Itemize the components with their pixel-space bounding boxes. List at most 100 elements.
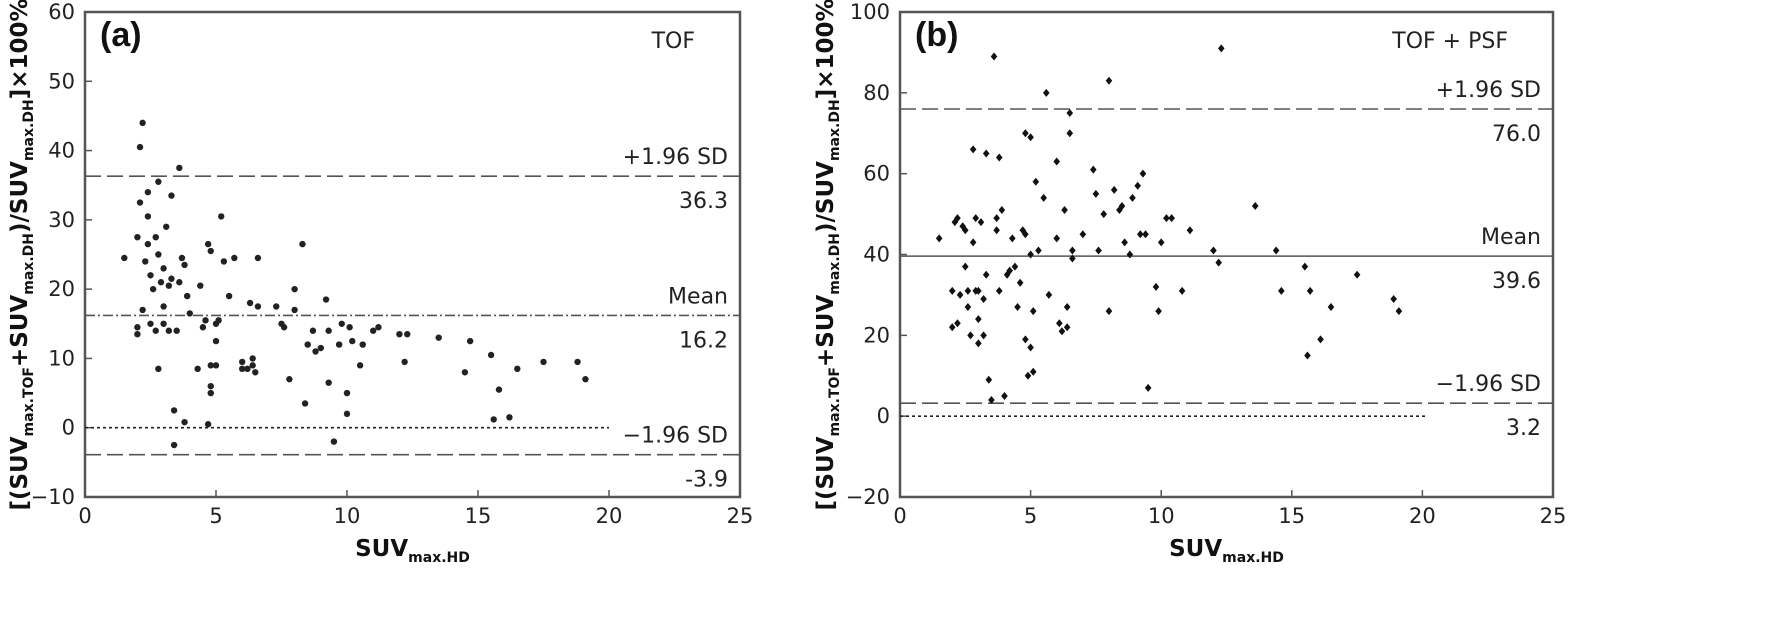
x-tick-label: 25	[727, 504, 754, 528]
data-point	[1217, 44, 1225, 53]
data-point	[254, 254, 262, 262]
data-point	[995, 153, 1003, 162]
reference-line-label: −1.96 SD	[1436, 372, 1541, 397]
data-point	[155, 178, 162, 185]
y-tick-label: 20	[863, 323, 890, 347]
data-point	[291, 285, 298, 293]
data-point	[466, 337, 474, 345]
data-point	[1027, 343, 1034, 352]
data-point	[322, 296, 330, 303]
data-point	[1053, 157, 1061, 166]
data-point	[1027, 250, 1034, 259]
x-axis-title: SUVmax.HD	[1169, 536, 1284, 566]
data-point	[962, 262, 969, 271]
data-point	[165, 282, 173, 289]
data-point	[212, 337, 220, 345]
data-point	[136, 199, 144, 206]
data-point	[1063, 303, 1071, 312]
data-point	[1069, 254, 1076, 263]
data-point	[1215, 258, 1222, 267]
reference-line-value: 39.6	[1492, 269, 1541, 294]
data-point	[152, 233, 159, 241]
data-point	[186, 310, 193, 317]
data-point	[202, 317, 209, 324]
data-point	[967, 331, 974, 340]
data-point	[181, 418, 188, 426]
reference-line-label: +1.96 SD	[1436, 78, 1541, 103]
data-point	[1105, 307, 1113, 316]
data-point	[1155, 307, 1162, 316]
data-point	[1079, 230, 1087, 239]
data-point	[1142, 230, 1149, 239]
y-tick-label: 80	[863, 81, 890, 105]
y-tick-label: 10	[48, 346, 75, 370]
data-point	[1063, 323, 1071, 332]
data-point	[168, 192, 175, 199]
data-point	[574, 358, 581, 366]
data-point	[1168, 214, 1175, 223]
data-point	[948, 286, 956, 295]
data-point	[212, 362, 220, 369]
x-tick-label: 25	[1540, 504, 1567, 528]
data-point	[231, 254, 238, 262]
y-tick-label: −10	[31, 485, 75, 509]
data-point	[249, 355, 256, 362]
data-point	[220, 258, 228, 265]
reference-line-label: −1.96 SD	[623, 424, 728, 449]
x-tick-label: 0	[78, 504, 91, 528]
data-point	[1058, 327, 1066, 336]
data-point	[1032, 177, 1040, 186]
y-axis-title-part: +SUV	[813, 295, 839, 368]
data-point	[246, 299, 254, 307]
data-point	[134, 330, 141, 338]
x-axis-title-main: SUV	[355, 536, 408, 562]
data-point	[309, 327, 317, 334]
data-point	[160, 303, 167, 310]
data-point	[1022, 335, 1029, 344]
x-tick-label: 5	[1024, 504, 1037, 528]
data-point	[540, 358, 547, 366]
data-point	[1016, 278, 1024, 287]
data-point	[1066, 129, 1074, 138]
data-point	[1353, 270, 1361, 279]
reference-line-value: -3.9	[685, 468, 728, 493]
data-point	[1327, 303, 1335, 312]
data-point	[273, 303, 280, 310]
reference-line-label: +1.96 SD	[623, 145, 728, 170]
data-point	[134, 233, 141, 241]
data-point	[325, 379, 332, 386]
data-point	[207, 389, 214, 397]
data-point	[239, 358, 246, 366]
data-point	[1126, 250, 1134, 259]
data-point	[170, 407, 178, 414]
y-axis-title-part: [(SUV	[813, 436, 839, 510]
data-point	[990, 52, 998, 61]
data-point	[487, 351, 495, 359]
x-tick-label: 5	[209, 504, 222, 528]
data-point	[157, 279, 165, 286]
data-point	[935, 234, 943, 243]
data-point	[1056, 319, 1063, 328]
data-point	[1040, 193, 1047, 202]
data-point	[1100, 210, 1108, 219]
data-point	[1022, 230, 1029, 239]
data-point	[1304, 351, 1311, 360]
data-point	[980, 294, 987, 303]
y-axis-title-part: ]×100%	[813, 0, 839, 99]
data-point	[325, 327, 332, 334]
data-point	[1045, 290, 1053, 299]
y-tick-label: 50	[48, 69, 75, 93]
data-point	[139, 306, 146, 314]
data-point	[356, 362, 364, 369]
data-point	[948, 323, 956, 332]
data-point	[1152, 282, 1160, 291]
reference-line-value: 3.2	[1506, 416, 1541, 441]
data-point	[582, 376, 589, 383]
data-point	[401, 358, 408, 366]
data-point	[975, 339, 982, 348]
data-point	[207, 362, 214, 369]
data-point	[1118, 202, 1126, 210]
data-point	[335, 341, 343, 348]
